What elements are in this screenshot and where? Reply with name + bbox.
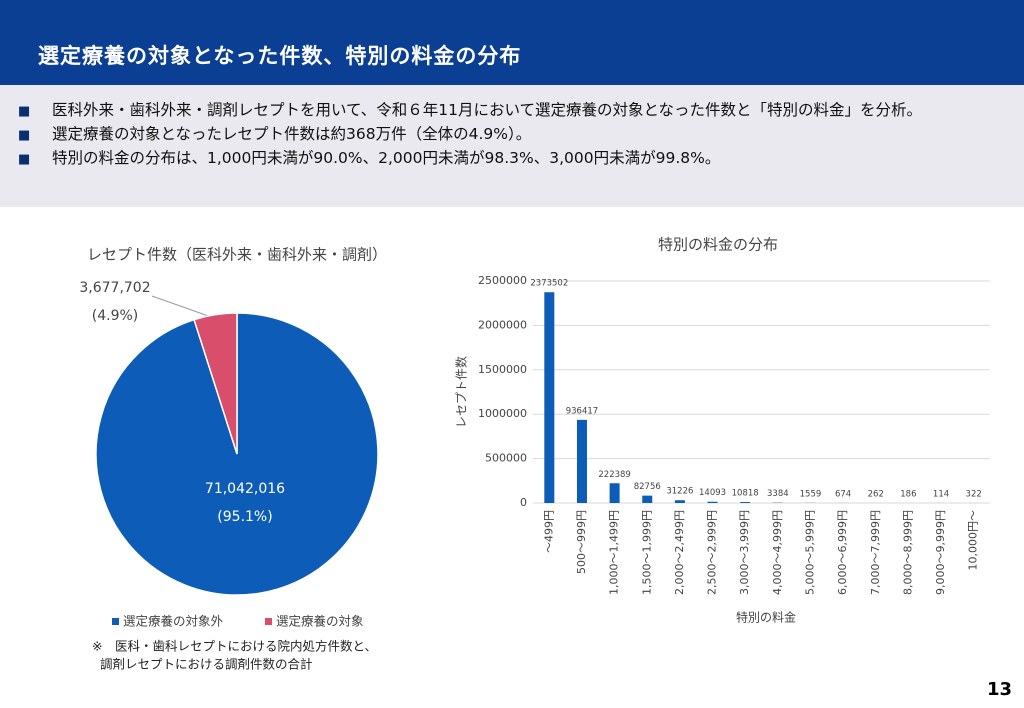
chart-title: レセプト件数（医科外来・歯科外来・調剤）	[87, 246, 387, 264]
value-label: 82756	[634, 482, 661, 492]
x-tick-label: 3,000～3,999円	[738, 510, 751, 595]
page-number: 13	[987, 679, 1012, 700]
bullet: 選定療養の対象となったレセプト件数は約368万件（全体の4.9%）。	[18, 123, 1008, 147]
value-label: 10818	[732, 489, 759, 499]
pie-slice	[193, 312, 238, 455]
percent-label: (4.9%)	[92, 308, 139, 324]
value-label: 31226	[666, 487, 693, 497]
value-label: 1559	[800, 489, 822, 499]
y-tick-label: 2500000	[478, 274, 527, 287]
value-label: 322	[966, 489, 982, 499]
summary-box: 医科外来・歯科外来・調剤レセプトを用いて、令和６年11月において選定療養の対象と…	[0, 85, 1024, 207]
legend-swatch	[112, 618, 119, 625]
x-tick-label: 500～999円	[575, 510, 588, 574]
x-tick-label: 9,000～9,999円	[934, 510, 947, 595]
bullet: 医科外来・歯科外来・調剤レセプトを用いて、令和６年11月において選定療養の対象と…	[18, 99, 1008, 123]
footnote: 調剤レセプトにおける調剤件数の合計	[100, 657, 313, 672]
bar	[740, 502, 751, 503]
x-tick-label: 1,500～1,999円	[640, 510, 653, 595]
x-tick-label: 6,000～6,999円	[836, 510, 849, 595]
value-label: 14093	[699, 488, 726, 498]
value-label: 674	[835, 489, 851, 499]
bar	[544, 292, 555, 503]
legend-label: 選定療養の対象	[276, 614, 364, 629]
y-tick-label: 1000000	[478, 407, 527, 420]
x-axis-label: 特別の料金	[736, 610, 796, 625]
y-tick-label: 2000000	[478, 318, 527, 331]
value-label: 186	[900, 489, 916, 499]
x-tick-label: ～499円	[542, 510, 555, 553]
y-tick-label: 1500000	[478, 363, 527, 376]
value-label: 3,677,702	[79, 280, 150, 296]
value-label: 71,042,016	[205, 481, 285, 497]
value-label: 114	[933, 489, 949, 499]
bar	[707, 501, 718, 503]
bullet: 特別の料金の分布は、1,000円未満が90.0%、2,000円未満が98.3%、…	[18, 147, 1008, 171]
x-tick-label: 5,000～5,999円	[803, 510, 816, 595]
x-tick-label: 7,000～7,999円	[869, 510, 882, 595]
bar	[576, 419, 587, 503]
y-tick-label: 0	[520, 496, 527, 509]
chart-title: 特別の料金の分布	[658, 236, 778, 254]
value-label: 3384	[767, 489, 789, 499]
value-label: 2373502	[530, 279, 568, 289]
legend-label: 選定療養の対象外	[123, 614, 224, 629]
bullet-list: 医科外来・歯科外来・調剤レセプトを用いて、令和６年11月において選定療養の対象と…	[18, 99, 1008, 171]
x-tick-label: 10,000円～	[967, 510, 980, 571]
x-tick-label: 8,000～8,999円	[901, 510, 914, 595]
bar	[674, 500, 685, 503]
footnote: ※ 医科・歯科レセプトにおける院内処方件数と、	[92, 639, 377, 654]
bar	[609, 483, 620, 503]
y-axis-label: レセプト件数	[454, 356, 469, 428]
bar	[642, 495, 653, 503]
x-tick-label: 4,000～4,999円	[771, 510, 784, 595]
percent-label: (95.1%)	[217, 509, 272, 525]
header: 選定療養の対象となった件数、特別の料金の分布	[0, 0, 1024, 85]
x-tick-label: 2,000～2,499円	[673, 510, 686, 595]
x-tick-label: 1,000～1,499円	[608, 510, 621, 595]
legend-swatch	[265, 618, 272, 625]
value-label: 222389	[598, 470, 630, 480]
slide-title: 選定療養の対象となった件数、特別の料金の分布	[38, 44, 522, 68]
x-tick-label: 2,500～2,999円	[706, 510, 719, 595]
value-label: 262	[868, 489, 884, 499]
value-label: 936417	[566, 406, 598, 416]
y-tick-label: 500000	[485, 452, 527, 465]
leader-line	[151, 295, 215, 319]
